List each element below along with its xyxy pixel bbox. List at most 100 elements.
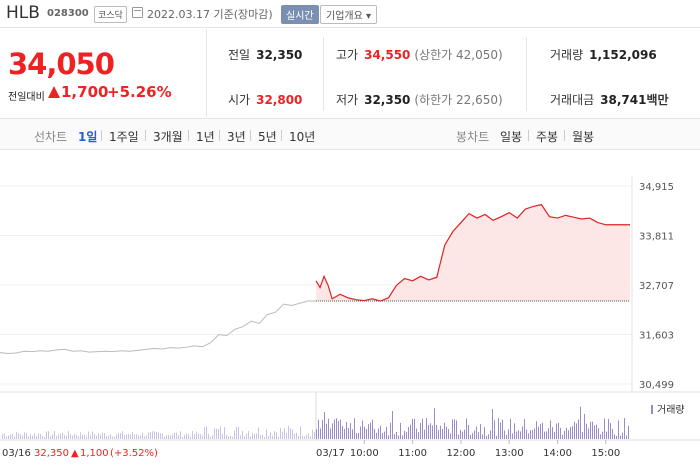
current-price-panel: 34,050 전일대비 1,700 +5.26% [0, 29, 207, 117]
stock-code: 028300 [47, 8, 89, 19]
volume-bar [50, 436, 51, 439]
volume-bar [328, 418, 329, 439]
tab-5y[interactable]: 5년 [258, 130, 277, 144]
volume-bar [376, 432, 377, 439]
y-tick-label: 31,603 [639, 331, 674, 342]
volume-bar [436, 425, 437, 439]
tab-10y[interactable]: 10년 [289, 130, 316, 144]
volume-bar [202, 435, 203, 439]
realtime-button[interactable]: 실시간 [281, 5, 319, 24]
volume-bar [612, 428, 613, 439]
tab-weekly-candle[interactable]: 주봉 [536, 130, 559, 144]
volume-bar [192, 431, 193, 439]
volume-bar [214, 428, 215, 439]
company-overview-dropdown[interactable]: 기업개요 ▾ [320, 5, 377, 24]
volume-bar [154, 431, 155, 439]
volume-bar [62, 432, 63, 439]
volume-bar [302, 436, 303, 439]
volume-bar [142, 432, 143, 439]
volume-bar [254, 434, 255, 439]
volume-bar [352, 429, 353, 439]
volume-bar [426, 418, 427, 439]
volume-bar [230, 436, 231, 439]
stat-low: 저가 32,350 (하한가 22,650) [336, 93, 503, 107]
volume-bar [382, 433, 383, 439]
volume-bar [276, 432, 277, 439]
volume-bar [48, 431, 49, 439]
y-tick-label: 32,707 [639, 281, 674, 292]
volume-bar [86, 436, 87, 439]
volume-bar [456, 420, 457, 439]
volume-bar [508, 429, 509, 439]
volume-bar [378, 428, 379, 439]
stock-name: HLB [6, 3, 40, 23]
volume-bar [428, 424, 429, 439]
x-tick-label: 13:00 [495, 448, 524, 459]
quote-stats: 전일 32,350 시가 32,800 고가 34,550 (상한가 42,050) 저… [208, 29, 700, 117]
price-chart[interactable]: 34,915 33,811 32,707 31,603 30,499 03/17 10:0… [0, 151, 700, 472]
volume-bar [618, 420, 619, 439]
volume-legend-swatch [651, 405, 653, 414]
volume-bar [132, 431, 133, 439]
volume-bar [88, 431, 89, 439]
volume-bar [216, 428, 217, 439]
volume-bar [306, 434, 307, 439]
tab-1d[interactable]: 1일 [78, 130, 98, 144]
calendar-icon [132, 7, 143, 18]
volume-bar [280, 427, 281, 439]
volume-bar [576, 423, 577, 439]
volume-bar [36, 436, 37, 439]
volume-bar [372, 419, 373, 439]
volume-bar [108, 435, 109, 439]
volume-bar [454, 419, 455, 439]
volume-bar [480, 424, 481, 439]
volume-bar [558, 422, 559, 439]
volume-bar [336, 418, 337, 439]
stat-volume: 거래량 1,152,096 [550, 48, 657, 62]
volume-bar [346, 421, 347, 439]
volume-bar [510, 418, 511, 439]
volume-bar [478, 432, 479, 439]
volume-bar [150, 431, 151, 439]
volume-bar [294, 433, 295, 439]
volume-bar [486, 435, 487, 439]
volume-bar [594, 425, 595, 439]
volume-bar [148, 432, 149, 439]
volume-bar [268, 435, 269, 439]
volume-bar [144, 436, 145, 439]
volume-bar [472, 433, 473, 439]
tab-monthly-candle[interactable]: 월봉 [572, 130, 595, 144]
volume-bar [116, 434, 117, 439]
volume-bar [404, 430, 405, 439]
volume-bar [500, 422, 501, 439]
volume-bar [338, 421, 339, 439]
volume-bar [232, 436, 233, 439]
prev-day-change-arrow: ▲ [71, 448, 79, 459]
volume-bar [182, 436, 183, 439]
volume-bar [122, 431, 123, 439]
volume-bar [6, 436, 7, 439]
volume-bar [286, 432, 287, 439]
volume-bar [538, 426, 539, 439]
volume-bar [362, 420, 363, 439]
tab-1w[interactable]: 1주일 [109, 130, 139, 144]
volume-bar [196, 431, 197, 439]
tab-1y[interactable]: 1년 [196, 130, 215, 144]
tab-daily-candle[interactable]: 일봉 [500, 130, 523, 144]
volume-bar [174, 432, 175, 439]
volume-bar [626, 435, 627, 439]
volume-bar [524, 419, 525, 439]
tab-3m[interactable]: 3개월 [153, 130, 183, 144]
volume-bar [402, 435, 403, 439]
volume-bar [570, 427, 571, 439]
volume-bar [392, 411, 393, 439]
y-tick-label: 30,499 [639, 380, 674, 391]
volume-bar [34, 432, 35, 439]
volume-bar [124, 435, 125, 439]
tab-3y[interactable]: 3년 [227, 130, 246, 144]
volume-bar [314, 431, 315, 439]
volume-bar [68, 431, 69, 439]
price-change: 1,700 [61, 83, 109, 101]
volume-bar [542, 422, 543, 439]
volume-bar [8, 435, 9, 439]
